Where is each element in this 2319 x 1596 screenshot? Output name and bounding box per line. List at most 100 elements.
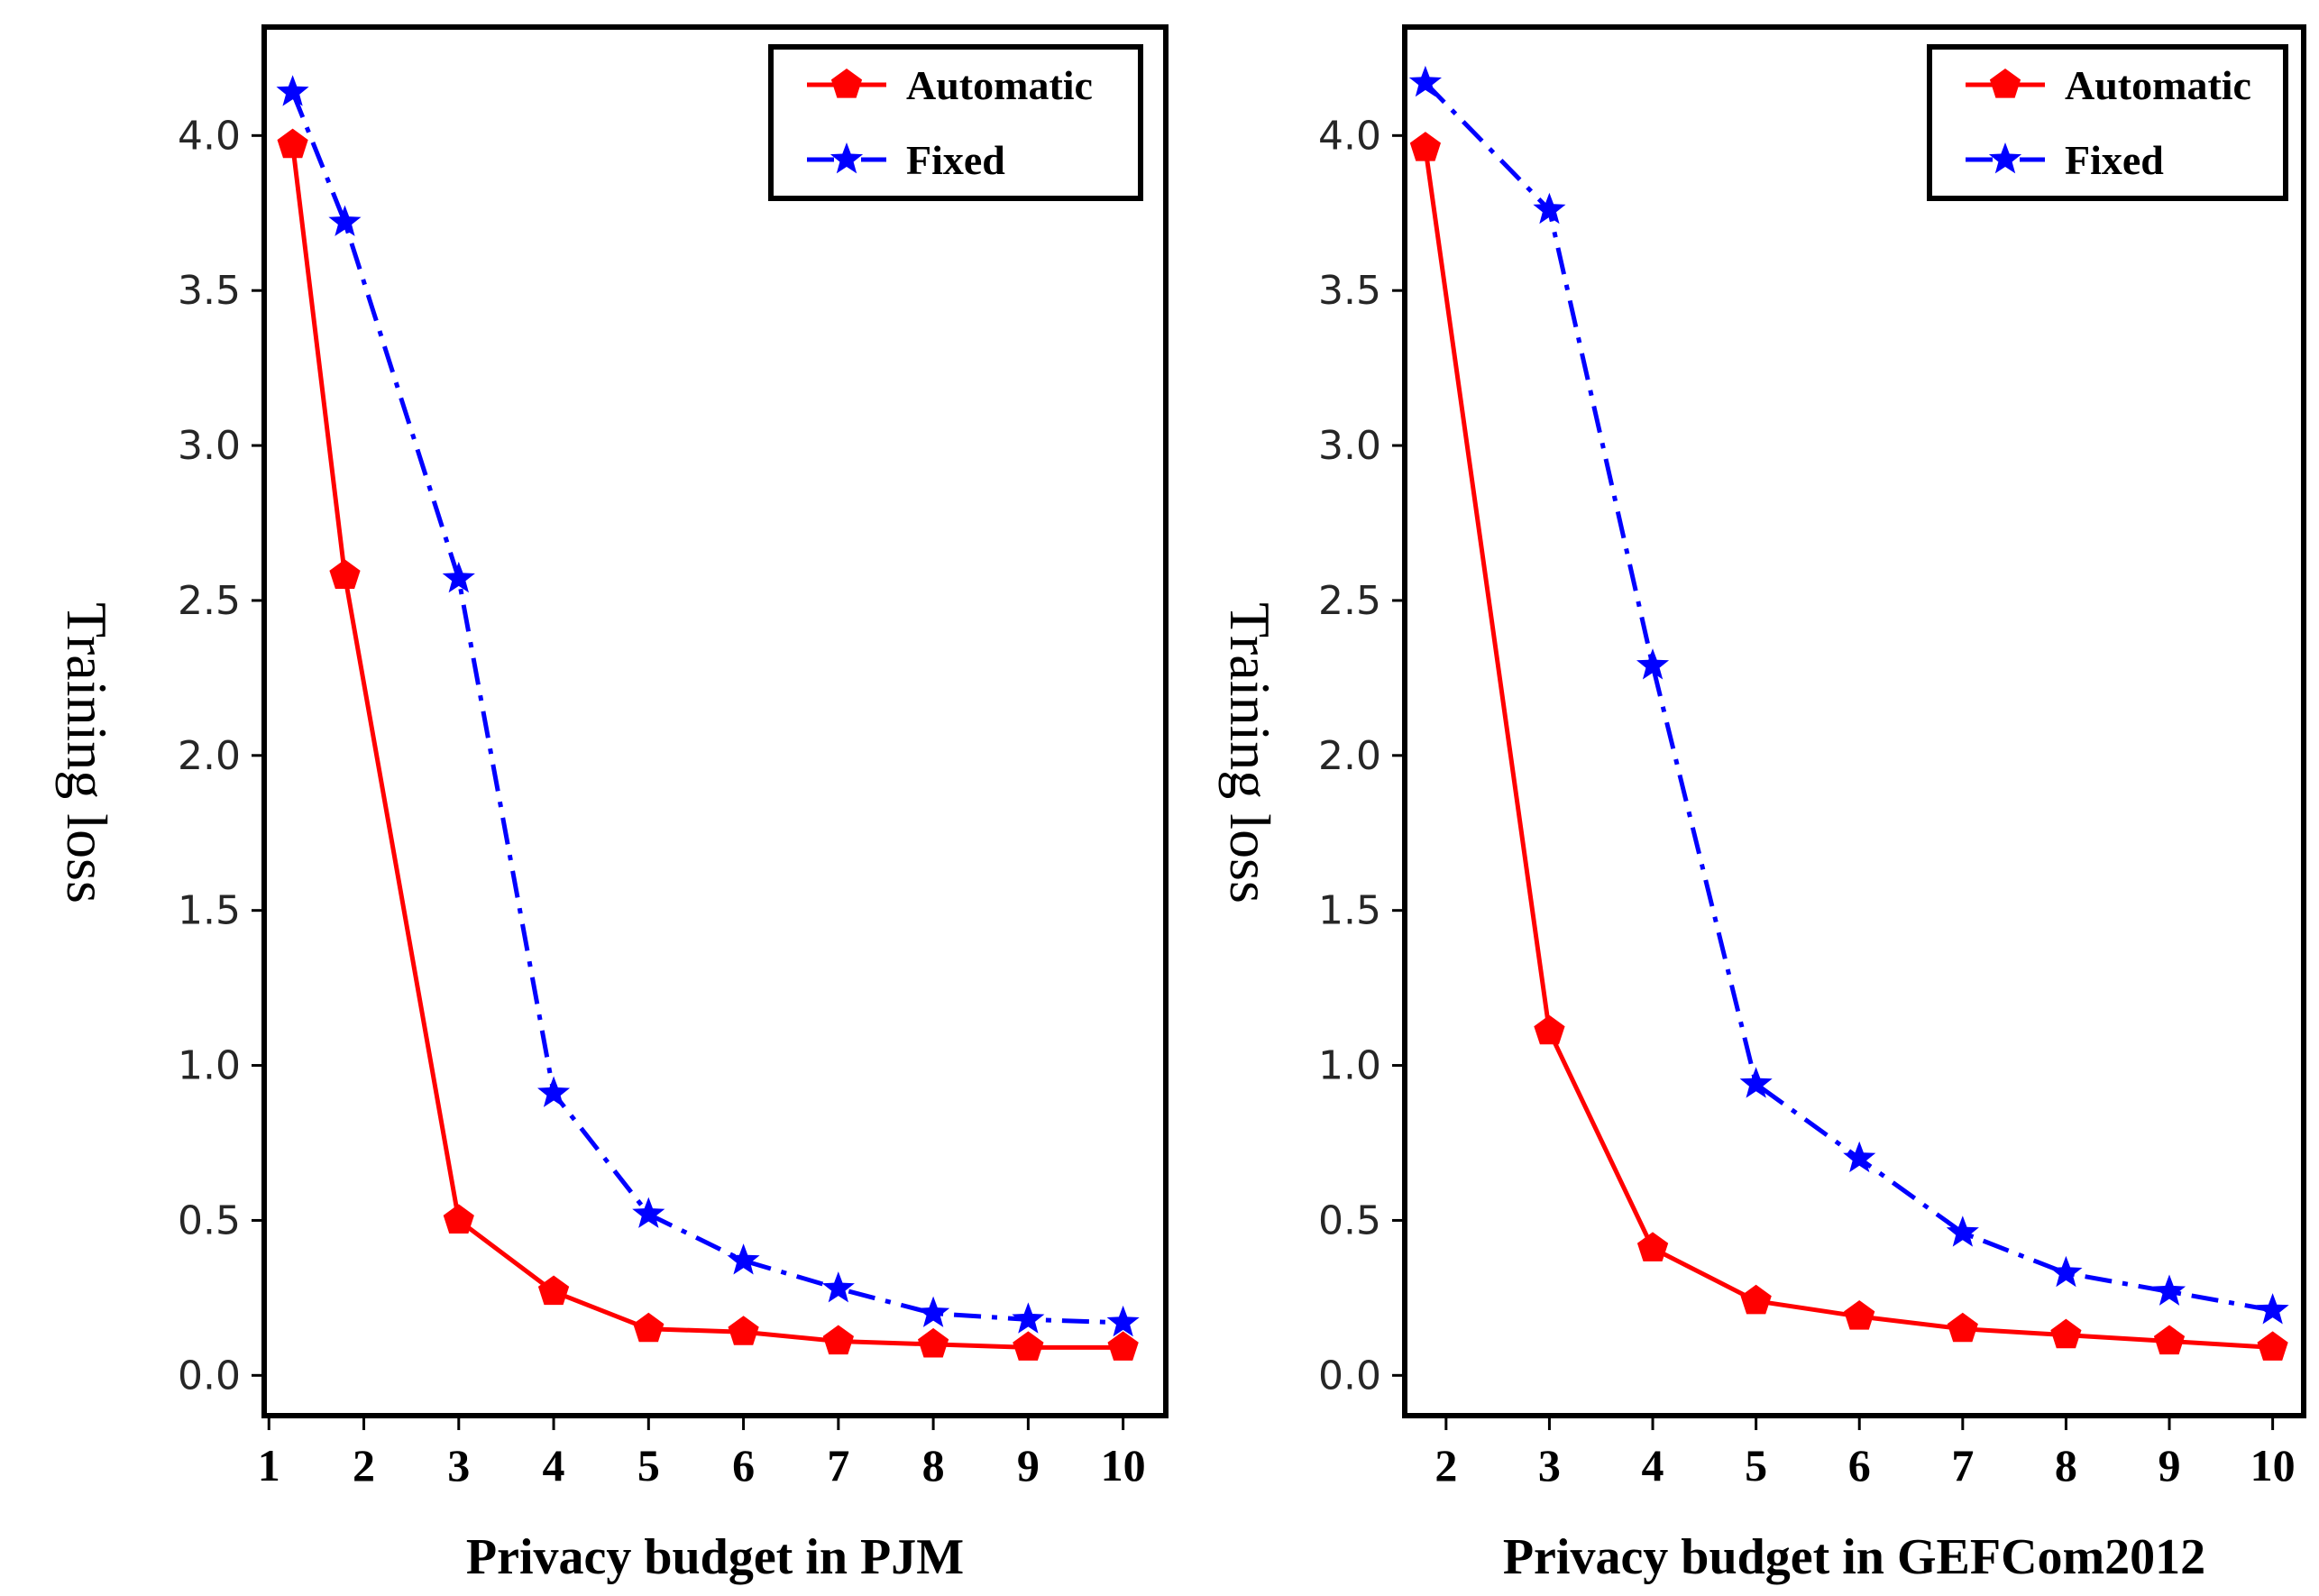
x-tick-label: 5 xyxy=(1745,1440,1767,1491)
legend-marker-fixed xyxy=(1988,142,2022,174)
series-line-fixed xyxy=(290,91,1123,1325)
y-tick-label: 0.5 xyxy=(1318,1197,1381,1243)
data-point-automatic xyxy=(443,1204,474,1234)
series-line-fixed xyxy=(1424,81,2274,1313)
data-point-automatic xyxy=(1013,1331,1044,1361)
x-tick-label: 2 xyxy=(1434,1440,1457,1491)
data-point-fixed xyxy=(821,1271,855,1303)
x-tick-label: 3 xyxy=(447,1440,470,1491)
plot-frame xyxy=(261,24,1169,1418)
x-tick-label: 4 xyxy=(543,1440,565,1491)
gefcom2012-panel: 0.0 0.5 1.0 1.5 2.0 2.5 3.0 3.5 4.0 2 3 4 5 6 7 8 9 10 Pri… xyxy=(1218,24,2306,1585)
data-point-automatic xyxy=(1534,1014,1565,1045)
legend-marker-automatic xyxy=(1989,69,2021,98)
data-point-automatic xyxy=(633,1312,665,1343)
data-point-automatic xyxy=(1107,1331,1139,1361)
y-tick-label: 3.0 xyxy=(178,423,241,469)
series-line-automatic xyxy=(290,144,1123,1350)
data-point-fixed xyxy=(917,1296,950,1327)
legend-marker-automatic xyxy=(830,69,863,98)
data-point-automatic xyxy=(1740,1284,1772,1315)
data-point-automatic xyxy=(1409,132,1441,161)
data-point-fixed xyxy=(1739,1067,1773,1098)
x-tick-label: 9 xyxy=(1017,1440,1040,1491)
x-axis-label: Privacy budget in PJM xyxy=(466,1529,964,1585)
legend: Automatic Fixed xyxy=(1927,44,2288,201)
y-axis-label: Training loss xyxy=(1218,602,1282,903)
data-point-automatic xyxy=(277,128,308,159)
plot-frame xyxy=(1402,24,2306,1418)
y-tick-label: 0.5 xyxy=(178,1197,241,1243)
y-tick-label: 4.0 xyxy=(1318,113,1381,159)
data-point-fixed xyxy=(632,1197,665,1228)
y-tick-label: 1.5 xyxy=(1318,888,1381,934)
legend-label-fixed: Fixed xyxy=(2065,137,2164,183)
data-point-fixed xyxy=(1106,1305,1140,1337)
data-point-fixed xyxy=(537,1076,571,1107)
x-tick-label: 4 xyxy=(1642,1440,1664,1491)
data-point-fixed xyxy=(2049,1255,2083,1288)
data-point-fixed xyxy=(1533,192,1566,225)
data-point-automatic xyxy=(728,1316,759,1345)
y-tick-label: 4.0 xyxy=(178,113,241,159)
x-tick-label: 1 xyxy=(258,1440,280,1491)
data-point-automatic xyxy=(1844,1300,1875,1330)
data-point-fixed xyxy=(442,561,475,593)
y-tick-label: 3.5 xyxy=(178,268,241,314)
data-point-fixed xyxy=(1636,648,1670,680)
pjm-panel: 0.0 0.5 1.0 1.5 2.0 2.5 3.0 3.5 4.0 1 2 3 4 5 6 7 8 9 10 Pr… xyxy=(55,24,1169,1585)
y-axis-label: Training loss xyxy=(55,602,119,903)
x-tick-label: 9 xyxy=(2159,1440,2181,1491)
data-point-fixed xyxy=(2256,1293,2289,1325)
legend-label-automatic: Automatic xyxy=(2065,62,2251,108)
x-tick-label: 8 xyxy=(922,1440,945,1491)
y-tick-label: 2.5 xyxy=(178,578,241,624)
legend-marker-fixed xyxy=(830,142,864,174)
x-tick-label: 6 xyxy=(1848,1440,1871,1491)
y-tick-label: 3.5 xyxy=(1318,268,1381,314)
x-tick-label: 8 xyxy=(2055,1440,2077,1491)
y-tick-label: 1.0 xyxy=(1318,1043,1381,1089)
x-tick-label: 5 xyxy=(637,1440,660,1491)
data-point-automatic xyxy=(2257,1331,2288,1361)
data-point-automatic xyxy=(537,1275,570,1306)
legend: Automatic Fixed xyxy=(768,44,1143,201)
data-point-automatic xyxy=(918,1327,949,1358)
y-tick-label: 2.0 xyxy=(1318,733,1381,779)
data-point-fixed xyxy=(276,75,309,106)
y-tick-label: 0.0 xyxy=(1318,1353,1381,1399)
data-point-fixed xyxy=(2153,1274,2186,1306)
y-tick-label: 1.5 xyxy=(178,888,241,934)
x-tick-label: 7 xyxy=(827,1440,849,1491)
data-point-fixed xyxy=(1012,1302,1045,1334)
x-tick-label: 7 xyxy=(1951,1440,1974,1491)
data-point-fixed xyxy=(727,1243,760,1275)
x-tick-label: 2 xyxy=(353,1440,375,1491)
x-axis-label: Privacy budget in GEFCom2012 xyxy=(1503,1529,2205,1585)
data-point-fixed xyxy=(1946,1215,1979,1247)
data-point-automatic xyxy=(1947,1312,1978,1343)
data-point-automatic xyxy=(2153,1325,2186,1355)
data-point-fixed xyxy=(328,205,362,236)
legend-box xyxy=(768,44,1143,201)
series-line-automatic xyxy=(1423,147,2273,1350)
data-point-automatic xyxy=(329,559,361,589)
y-tick-label: 1.0 xyxy=(178,1043,241,1089)
data-point-automatic xyxy=(2050,1318,2082,1349)
x-tick-label: 10 xyxy=(1101,1440,1146,1491)
legend-box xyxy=(1927,44,2288,201)
y-tick-label: 2.5 xyxy=(1318,578,1381,624)
y-tick-label: 3.0 xyxy=(1318,423,1381,469)
y-tick-label: 0.0 xyxy=(178,1353,241,1399)
data-point-automatic xyxy=(1636,1232,1669,1261)
data-point-fixed xyxy=(1408,65,1442,97)
data-point-automatic xyxy=(822,1325,854,1355)
y-tick-label: 2.0 xyxy=(178,733,241,779)
x-tick-label: 3 xyxy=(1538,1440,1561,1491)
data-point-fixed xyxy=(1843,1141,1876,1173)
legend-label-fixed: Fixed xyxy=(906,137,1005,183)
legend-label-automatic: Automatic xyxy=(906,62,1093,108)
x-tick-label: 6 xyxy=(732,1440,755,1491)
x-tick-label: 10 xyxy=(2250,1440,2296,1491)
